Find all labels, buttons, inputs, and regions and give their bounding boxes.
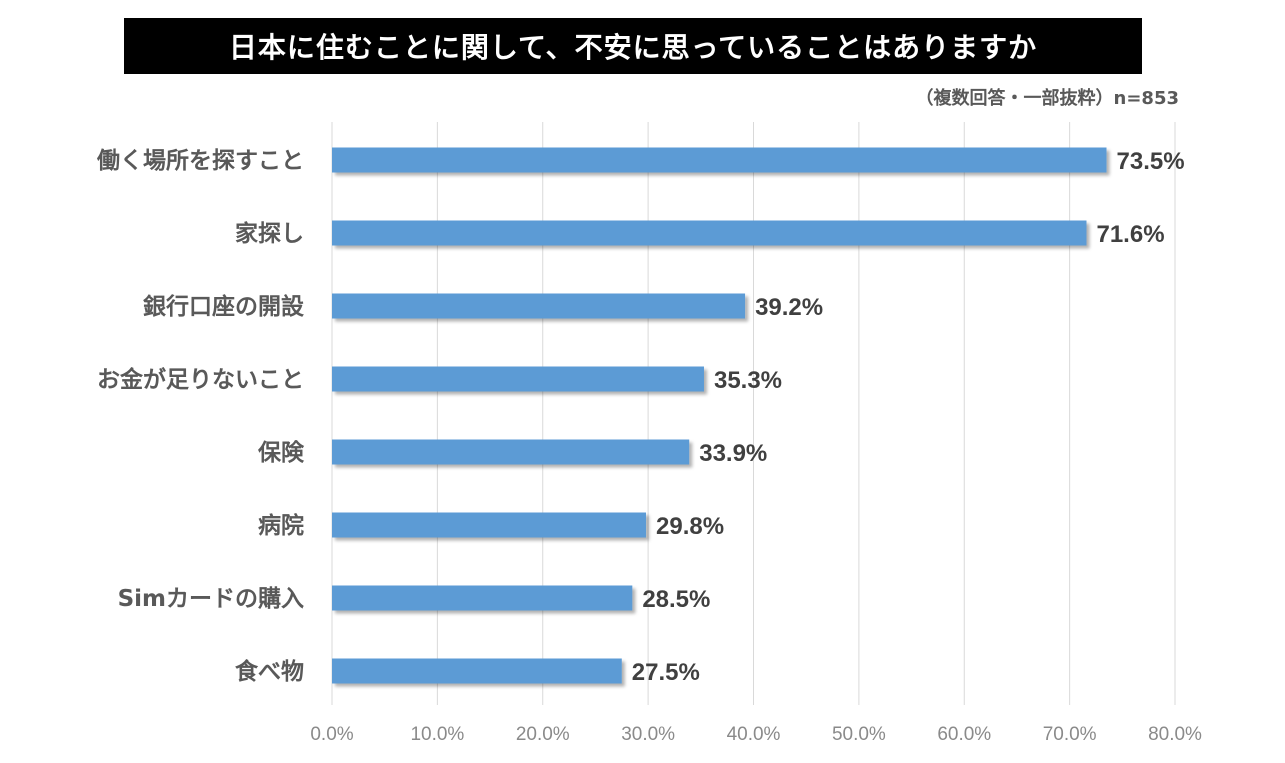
data-label: 27.5% [632, 659, 700, 686]
data-label: 29.8% [656, 513, 724, 540]
x-tick-label: 30.0% [621, 724, 675, 745]
bar [332, 512, 647, 538]
x-tick-label: 80.0% [1148, 724, 1202, 745]
bar [332, 585, 633, 611]
bar [332, 147, 1107, 173]
data-label: 33.9% [699, 440, 767, 467]
gridlines [331, 122, 1176, 705]
x-tick-label: 0.0% [310, 724, 353, 745]
x-tick-label: 70.0% [1043, 724, 1097, 745]
bar [332, 439, 690, 465]
x-tick-label: 60.0% [937, 724, 991, 745]
x-tick-label: 40.0% [727, 724, 781, 745]
category-label: 保険 [257, 439, 305, 466]
data-label: 35.3% [714, 367, 782, 394]
x-tick-label: 50.0% [832, 724, 886, 745]
category-label: お金が足りないこと [97, 366, 304, 393]
category-label: 食べ物 [235, 658, 304, 685]
category-label: 病院 [258, 512, 304, 539]
data-label: 28.5% [642, 586, 710, 613]
category-label: 働く場所を探すこと [96, 148, 304, 174]
category-label: 銀行口座の開設 [143, 293, 305, 320]
category-label: 家探し [235, 220, 304, 247]
bar [332, 366, 704, 392]
labels: 0.0% 10.0% 20.0% 30.0% 40.0% 50.0% 60.0% 70.0% 8… [96, 148, 1202, 745]
bar [332, 293, 746, 319]
x-tick-label: 10.0% [410, 724, 464, 745]
bar [332, 220, 1087, 246]
bar [332, 658, 622, 684]
data-label: 39.2% [755, 294, 823, 321]
chart-subtitle: （複数回答・一部抜粋）n=853 [915, 88, 1179, 109]
x-tick-label: 20.0% [516, 724, 570, 745]
bars [332, 147, 1107, 684]
chart-title: 日本に住むことに関して、不安に思っていることはありますか [124, 18, 1142, 74]
data-label: 71.6% [1096, 221, 1164, 248]
data-label: 73.5% [1117, 148, 1185, 175]
category-label: Simカードの購入 [118, 586, 304, 612]
